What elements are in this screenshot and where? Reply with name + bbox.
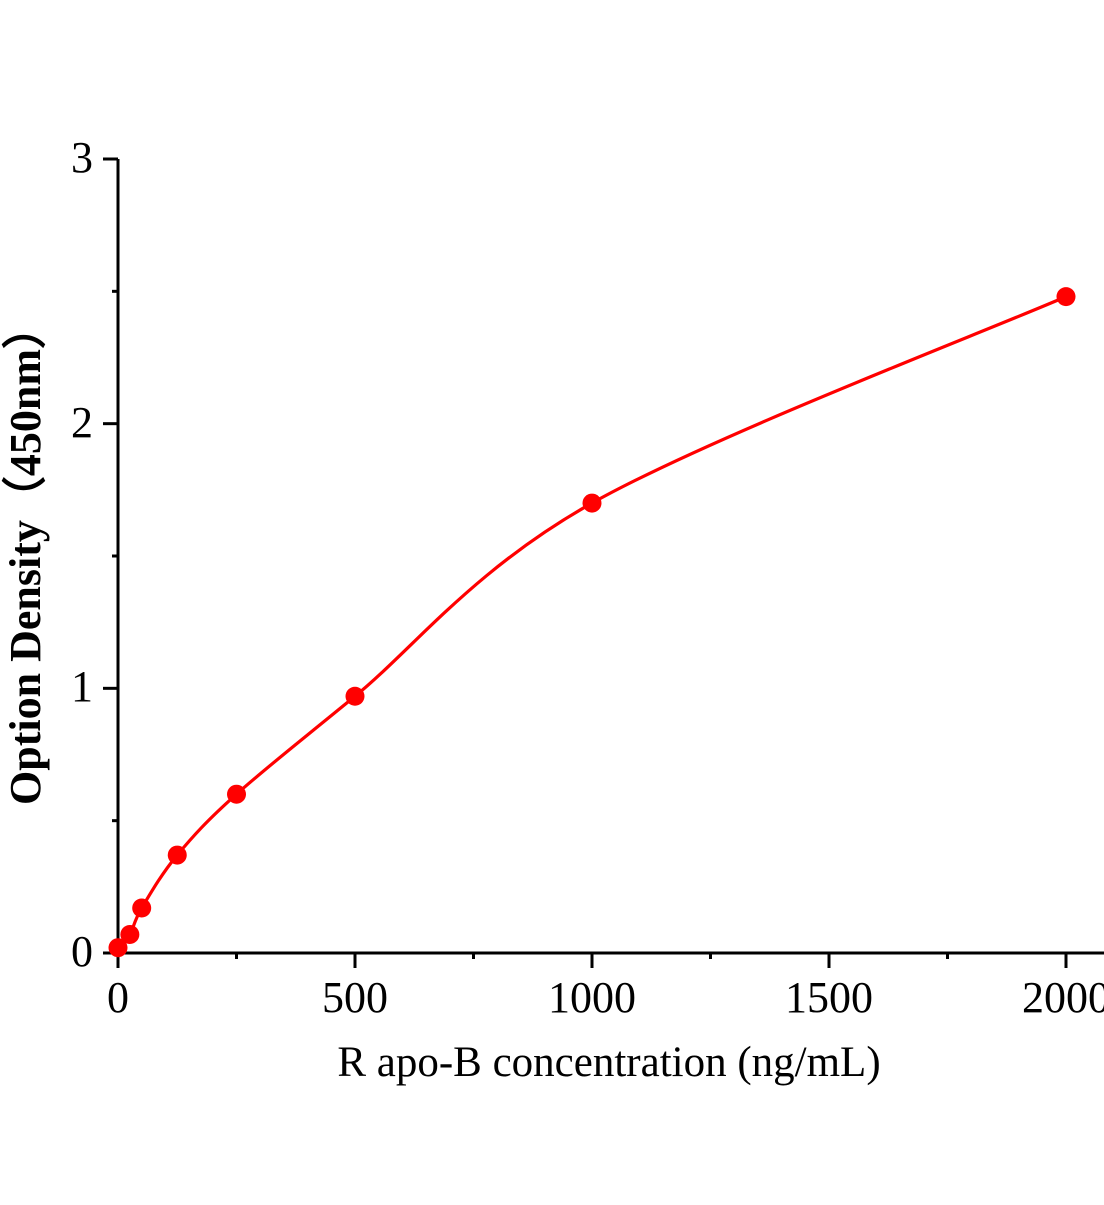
svg-text:1500: 1500 (785, 973, 873, 1022)
svg-text:Option Density（450nm）: Option Density（450nm） (1, 305, 50, 805)
svg-text:R apo-B concentration (ng/mL): R apo-B concentration (ng/mL) (337, 1039, 880, 1086)
svg-text:500: 500 (322, 973, 388, 1022)
svg-text:3: 3 (71, 133, 93, 182)
svg-text:2000: 2000 (1022, 973, 1104, 1022)
svg-text:2: 2 (71, 398, 93, 447)
svg-text:0: 0 (107, 973, 129, 1022)
svg-text:1: 1 (71, 662, 93, 711)
svg-text:1000: 1000 (548, 973, 636, 1022)
svg-text:0: 0 (71, 927, 93, 976)
